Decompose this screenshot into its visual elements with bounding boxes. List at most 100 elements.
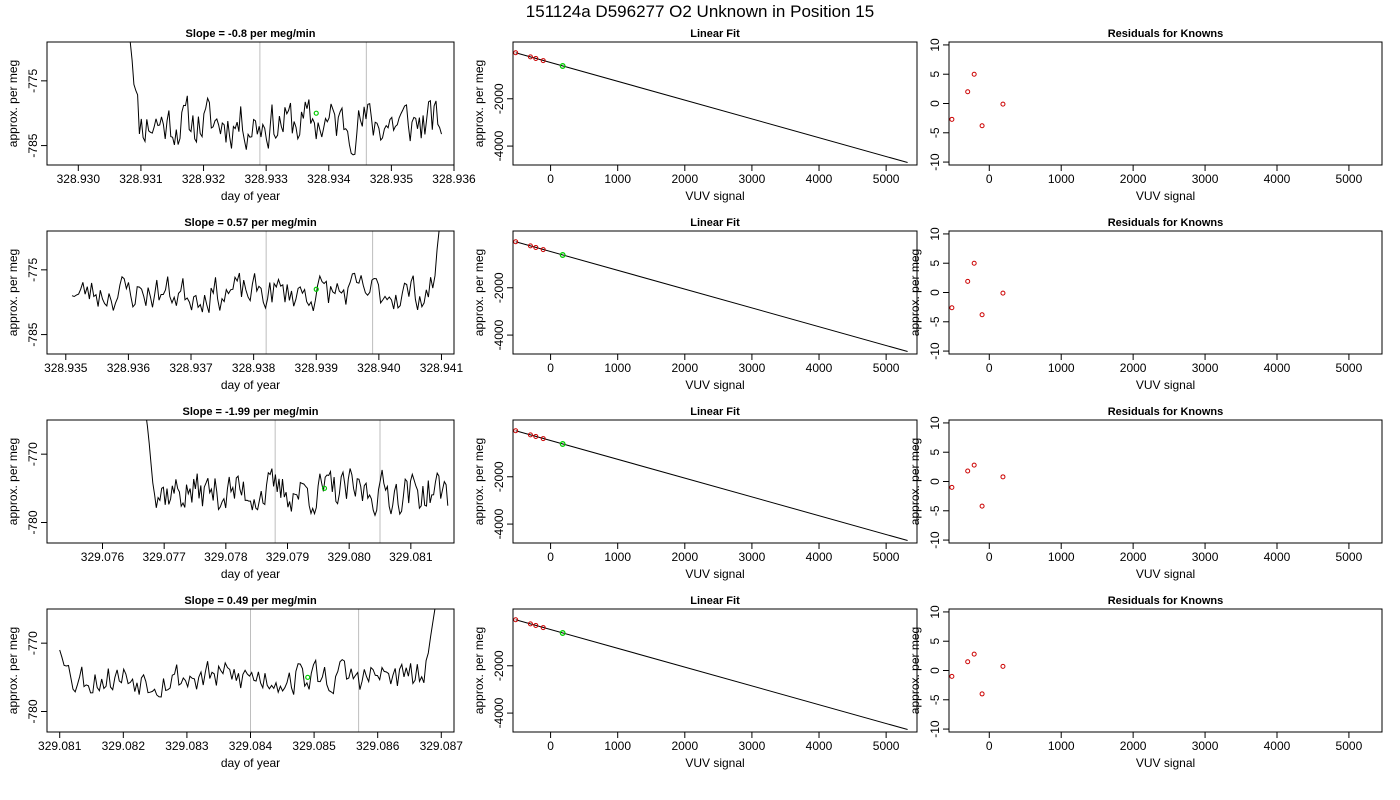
y-tick-label: -2000 <box>492 461 506 492</box>
y-tick-label: -10 <box>928 720 942 738</box>
unknown-marker <box>313 110 319 116</box>
x-tick-label: 329.082 <box>102 739 146 753</box>
plot-frame <box>46 230 455 355</box>
y-tick-label: 10 <box>928 227 942 241</box>
y-tick-label: 0 <box>928 289 942 296</box>
x-tick-label: 5000 <box>873 361 900 375</box>
x-tick-label: 0 <box>986 739 993 753</box>
x-tick-label: 5000 <box>873 550 900 564</box>
unknown-point <box>559 63 566 69</box>
x-tick-label: 328.932 <box>182 172 226 186</box>
residual-point <box>1000 474 1006 480</box>
x-tick-label: 1000 <box>604 550 631 564</box>
x-tick-label: 328.937 <box>169 361 213 375</box>
plot-frame <box>948 41 1383 166</box>
y-tick-label: -785 <box>26 322 40 346</box>
x-tick-label: 329.086 <box>356 739 400 753</box>
panel-title: Residuals for Knowns <box>1108 217 1224 229</box>
x-tick-label: 2000 <box>671 172 698 186</box>
x-tick-label: 0 <box>986 172 993 186</box>
known-point <box>513 617 519 623</box>
y-tick-label: -785 <box>26 133 40 157</box>
fit-line <box>515 52 908 163</box>
residual-point <box>1000 101 1006 107</box>
trace-line <box>71 231 440 313</box>
x-tick-label: 5000 <box>873 739 900 753</box>
panel-title: Residuals for Knowns <box>1108 406 1224 418</box>
y-tick-label: -780 <box>26 510 40 534</box>
residual-point <box>971 260 977 266</box>
plot-frame <box>948 230 1383 355</box>
unknown-point <box>559 441 566 447</box>
x-axis-label: VUV signal <box>685 378 744 392</box>
known-point <box>513 428 519 434</box>
fit-line <box>515 619 908 730</box>
y-tick-label: -5 <box>928 316 942 327</box>
residual-point <box>979 503 985 509</box>
y-axis-label: approx. per meg <box>472 438 486 525</box>
y-tick-label: -775 <box>26 258 40 282</box>
residual-point <box>949 673 955 679</box>
known-point <box>540 58 546 64</box>
x-tick-label: 3000 <box>739 739 766 753</box>
x-tick-label: 328.934 <box>307 172 351 186</box>
x-tick-label: 1000 <box>604 739 631 753</box>
known-point <box>540 436 546 442</box>
known-point <box>533 433 539 439</box>
residual-point <box>965 89 971 95</box>
y-axis-label: approx. per meg <box>908 438 922 525</box>
known-point <box>527 243 533 249</box>
y-axis-label: approx. per meg <box>908 627 922 714</box>
y-tick-label: 10 <box>928 416 942 430</box>
data-layer <box>146 420 449 543</box>
panel-resid-row-2: Residuals for Knowns 0 1000 2000 3000 4000 500… <box>908 217 1383 392</box>
known-point <box>540 625 546 631</box>
residual-point <box>949 484 955 490</box>
x-axis-label: VUV signal <box>685 567 744 581</box>
known-point <box>513 50 519 56</box>
x-tick-label: 1000 <box>604 172 631 186</box>
plot-frame <box>46 41 455 166</box>
x-tick-label: 328.939 <box>295 361 339 375</box>
y-tick-label: 10 <box>928 605 942 619</box>
x-tick-label: 0 <box>547 550 554 564</box>
x-tick-label: 3000 <box>1192 172 1219 186</box>
x-tick-label: 329.084 <box>229 739 273 753</box>
residual-point <box>949 305 955 311</box>
y-tick-label: 0 <box>928 100 942 107</box>
x-tick-label: 3000 <box>739 172 766 186</box>
x-tick-label: 2000 <box>671 739 698 753</box>
plot-frame <box>46 608 455 733</box>
panel-title: Linear Fit <box>690 406 740 418</box>
y-tick-label: -775 <box>26 69 40 93</box>
y-axis-label: approx. per meg <box>6 627 20 714</box>
x-tick-label: 329.077 <box>142 550 186 564</box>
residual-point <box>971 71 977 77</box>
x-tick-label: 5000 <box>873 172 900 186</box>
x-tick-label: 328.933 <box>244 172 288 186</box>
plot-frame <box>948 419 1383 544</box>
x-axis-label: day of year <box>221 567 280 581</box>
data-layer <box>513 50 908 163</box>
x-tick-label: 328.936 <box>107 361 151 375</box>
x-tick-label: 328.935 <box>44 361 88 375</box>
y-tick-label: -2000 <box>492 650 506 681</box>
x-tick-label: 328.935 <box>370 172 414 186</box>
panel-title: Slope = 0.57 per meg/min <box>184 217 317 229</box>
x-tick-label: 2000 <box>1120 172 1147 186</box>
y-tick-label: -780 <box>26 699 40 723</box>
panel-fit-row-4: Linear Fit 0 1000 2000 3000 4000 5000 -2000 -400… <box>472 595 918 770</box>
panel-title: Linear Fit <box>690 595 740 607</box>
residual-point <box>965 659 971 665</box>
x-tick-label: 329.078 <box>204 550 248 564</box>
unknown-marker <box>321 485 328 491</box>
x-axis-label: VUV signal <box>1136 756 1195 770</box>
y-axis-label: approx. per meg <box>6 438 20 525</box>
x-tick-label: 328.941 <box>420 361 464 375</box>
x-tick-label: 329.087 <box>420 739 464 753</box>
x-tick-label: 329.081 <box>389 550 433 564</box>
x-tick-label: 2000 <box>1120 739 1147 753</box>
y-axis-label: approx. per meg <box>472 60 486 147</box>
unknown-marker <box>305 674 311 680</box>
y-tick-label: 5 <box>928 638 942 645</box>
